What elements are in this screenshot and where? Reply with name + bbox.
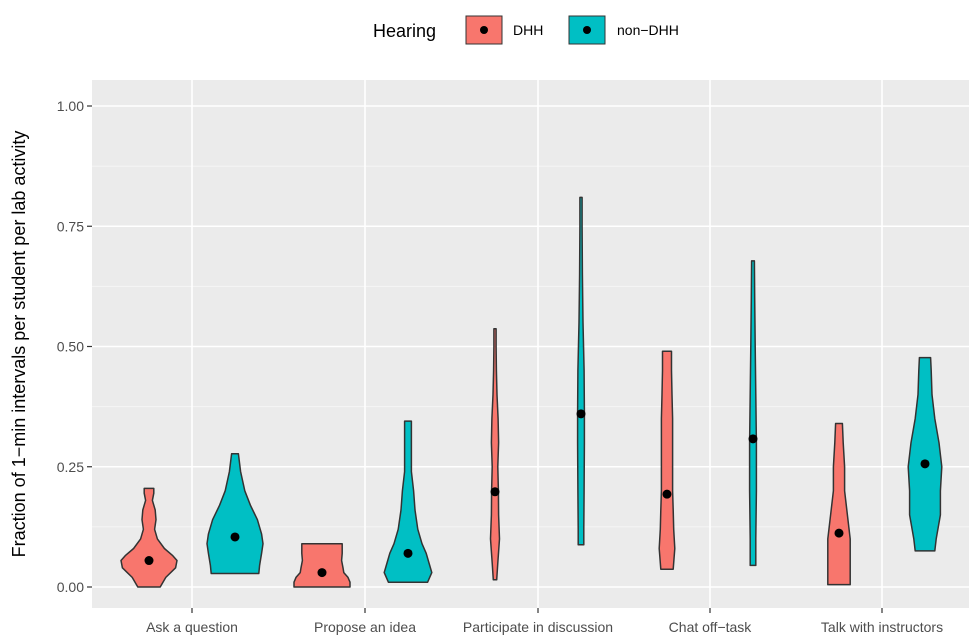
- mean-point-non-dhh-4: [920, 459, 930, 469]
- legend: Hearing DHH non−DHH: [373, 15, 679, 45]
- violin-non-dhh-0: [206, 453, 264, 575]
- x-axis: Ask a question Propose an idea Participate…: [146, 608, 943, 635]
- mean-point-non-dhh-3: [748, 434, 758, 444]
- y-tick-label: 0.50: [57, 339, 84, 355]
- mean-point-dhh-4: [834, 528, 844, 538]
- x-tick-label: Ask a question: [146, 619, 238, 635]
- y-tick-label: 0.25: [57, 459, 84, 475]
- legend-label-dhh: DHH: [513, 22, 543, 38]
- mean-points: [144, 409, 930, 578]
- violin-dhh-1: [293, 542, 351, 588]
- violin-non-dhh-2: [576, 196, 586, 546]
- legend-key-dhh-dot: [480, 26, 488, 34]
- mean-point-non-dhh-2: [576, 409, 586, 419]
- mean-point-dhh-2: [490, 487, 500, 497]
- violin-non-dhh-4: [907, 356, 943, 552]
- grid-major: [92, 80, 969, 608]
- x-tick-label: Chat off−task: [669, 619, 753, 635]
- violins: [120, 196, 943, 588]
- legend-title: Hearing: [373, 21, 436, 41]
- x-tick-label: Talk with instructors: [821, 619, 943, 635]
- violin-non-dhh-1: [383, 420, 433, 583]
- mean-point-non-dhh-1: [403, 548, 413, 558]
- y-tick-label: 1.00: [57, 98, 84, 114]
- mean-point-dhh-1: [317, 568, 327, 578]
- x-tick-label: Participate in discussion: [463, 619, 613, 635]
- y-axis: 0.00 0.25 0.50 0.75 1.00: [57, 98, 92, 595]
- mean-point-non-dhh-0: [230, 532, 240, 542]
- y-tick-label: 0.75: [57, 218, 84, 234]
- violin-dhh-4: [827, 422, 851, 586]
- legend-label-non-dhh: non−DHH: [617, 22, 679, 38]
- violin-non-dhh-3: [748, 260, 758, 567]
- y-tick-label: 0.00: [57, 579, 84, 595]
- y-axis-title: Fraction of 1−min intervals per student …: [9, 131, 29, 558]
- x-tick-label: Propose an idea: [314, 619, 416, 635]
- mean-point-dhh-3: [662, 489, 672, 499]
- violin-dhh-0: [120, 487, 178, 588]
- violin-dhh-3: [658, 350, 676, 570]
- legend-key-non-dhh-dot: [583, 26, 591, 34]
- mean-point-dhh-0: [144, 556, 154, 566]
